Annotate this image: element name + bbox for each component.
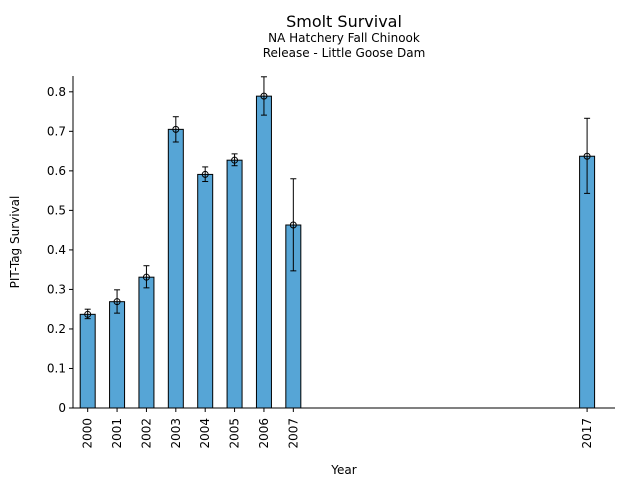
bar [579,155,596,409]
y-tick-label: 0.6 [47,164,66,178]
bar [255,95,272,409]
chart-title: Smolt Survival [286,12,402,31]
x-tick-label: 2000 [81,418,95,449]
x-axis-ticks: 2000 2001 2002 2003 2004 2005 2006 2007 2017 [81,408,594,449]
x-tick-label: 2007 [286,418,300,449]
point-marker [172,125,180,133]
x-tick-label: 2001 [110,418,124,449]
bar [138,276,155,409]
bar [197,173,214,409]
y-tick-label: 0.1 [47,361,66,375]
bar [167,128,184,409]
y-tick-label: 0.8 [47,85,66,99]
y-tick-label: 0.2 [47,322,66,336]
bars [79,95,596,409]
bar [79,313,96,409]
point-marker [142,273,150,281]
x-tick-label: 2005 [228,418,242,449]
point-marker [231,156,239,164]
point-marker [113,298,121,306]
point-marker [260,92,268,100]
x-axis-label: Year [330,463,356,477]
bar [226,159,243,409]
y-axis-label: PIT-Tag Survival [8,196,22,289]
point-marker [289,221,297,229]
y-tick-label: 0.4 [47,243,66,257]
y-tick-label: 0.3 [47,282,66,296]
chart-subtitle-line-2: Release - Little Goose Dam [262,46,426,60]
x-tick-label: 2006 [257,418,271,449]
bar [109,301,126,409]
x-tick-label: 2003 [169,418,183,449]
x-tick-label: 2004 [198,418,212,449]
error-bars [84,76,591,320]
x-tick-label: 2002 [139,418,153,449]
point-marker [583,152,591,160]
y-axis-ticks: 0 0.1 0.2 0.3 0.4 0.5 0.6 0.7 0.8 [47,85,73,415]
chart-subtitle-line-1: NA Hatchery Fall Chinook [268,31,420,45]
y-tick-label: 0.7 [47,124,66,138]
point-marker [84,310,92,318]
y-tick-label: 0 [58,401,66,415]
y-tick-label: 0.5 [47,203,66,217]
point-marker [201,170,209,178]
x-tick-label: 2017 [580,418,594,449]
